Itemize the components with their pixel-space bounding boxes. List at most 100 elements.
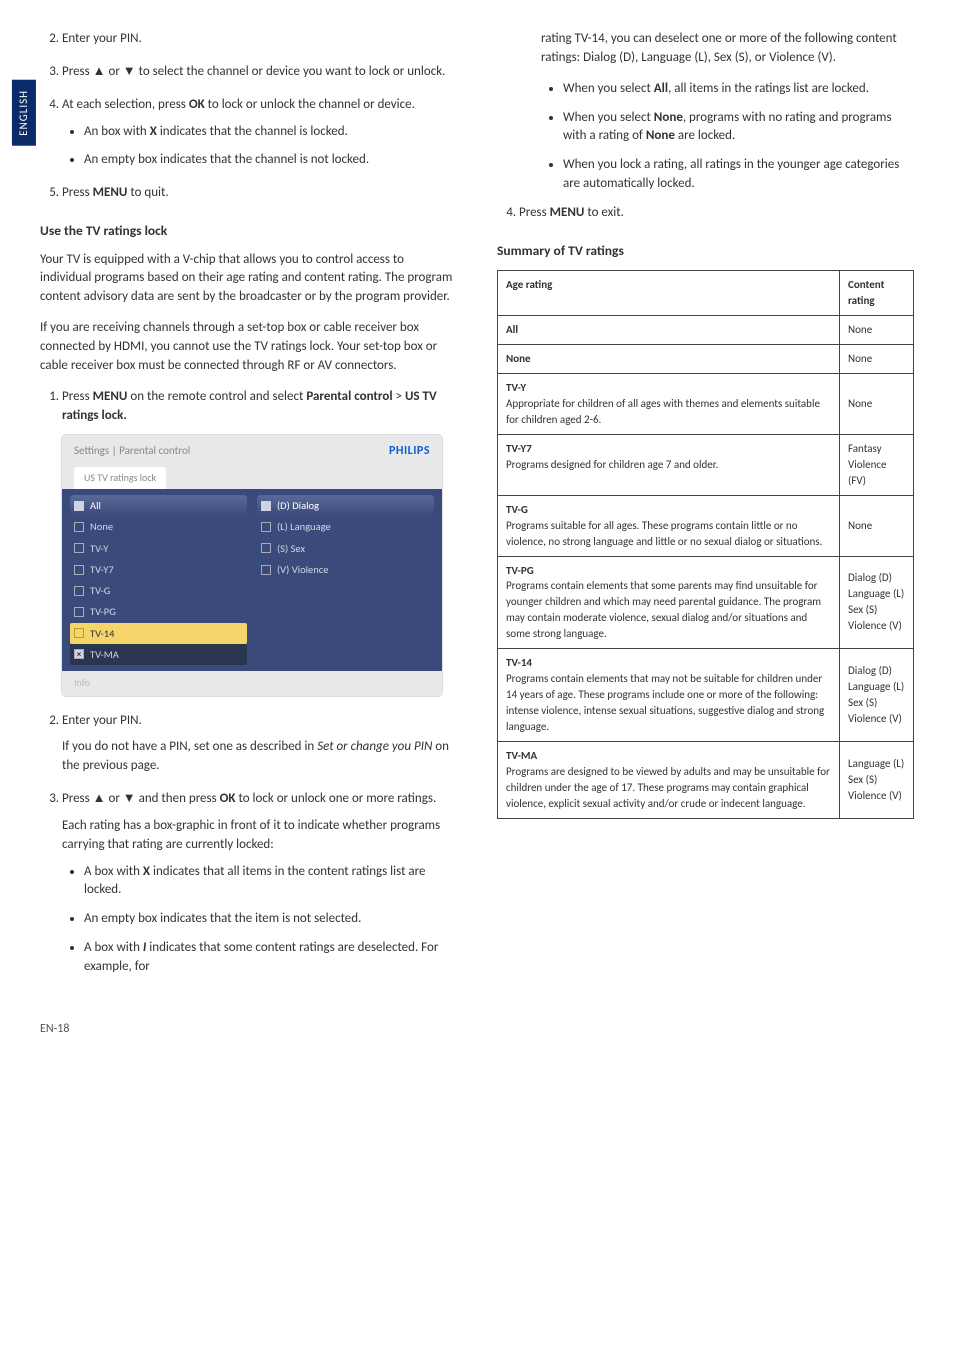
ui-item-dialog[interactable]: (D) Dialog [257,495,434,516]
step5-b: to quit. [127,185,168,200]
ui-item-label: (V) Violence [277,562,328,577]
ui-breadcrumb: Settings | Parental control [74,444,190,457]
ui-item-label: (L) Language [277,519,331,534]
age-cell: All [498,316,840,345]
ui-item-tvg[interactable]: TV-G [70,580,247,601]
pc1d: > [393,389,405,404]
all-label: All [654,81,668,96]
ui-item-label: (S) Sex [277,541,305,556]
pc2b: If you do not have a PIN, set one as des… [62,738,457,776]
ui-item-violence[interactable]: (V) Violence [257,559,434,580]
ui-item-tvma[interactable]: × TV-MA [70,644,247,665]
checkbox-icon [74,586,84,596]
step4-text-b: to lock or unlock the channel or device. [205,97,415,112]
summary-heading: Summary of TV ratings [497,241,914,261]
pc2-text: Enter your PIN. [62,713,142,728]
pc3-bullets: A box with X indicates that all items in… [62,863,457,977]
age-desc: Programs are designed to be viewed by ad… [506,764,831,812]
age-cell: TV-YAppropriate for children of all ages… [498,374,840,435]
table-row: TV-14Programs contain elements that may … [498,649,914,742]
menu-label2: MENU [93,389,128,404]
age-title: All [506,323,518,336]
content-cell: None [840,316,914,345]
step4-bullet1: An box with X indicates that the channel… [84,123,457,142]
ui-item-tv14[interactable]: TV-14 [70,623,247,644]
pc2b-it: Set or change you PIN [317,739,432,754]
th-age: Age rating [498,271,840,316]
pc3b: or [106,791,123,806]
rb1a: When you select [563,81,654,96]
checkbox-icon [74,501,84,511]
pc3-b1: A box with X indicates that all items in… [84,863,457,901]
ui-panel: PHILIPS Settings | Parental control US T… [62,435,442,695]
age-cell: TV-MAPrograms are designed to be viewed … [498,741,840,818]
table-row: TV-YAppropriate for children of all ages… [498,374,914,435]
ui-item-all[interactable]: All [70,495,247,516]
rb1b: , all items in the ratings list are lock… [668,81,869,96]
checkbox-icon [261,543,271,553]
table-row: TV-Y7Programs designed for children age … [498,434,914,495]
pc3-b3: A box with I indicates that some content… [84,939,457,977]
ui-item-label: TV-14 [90,626,114,641]
ui-item-tvy[interactable]: TV-Y [70,538,247,559]
rstep4: Press MENU to exit. [519,204,914,223]
ui-item-tvy7[interactable]: TV-Y7 [70,559,247,580]
r4b: to exit. [584,205,623,220]
ui-item-label: (D) Dialog [277,498,319,513]
age-cell: TV-GPrograms suitable for all ages. Thes… [498,495,840,556]
ui-item-sex[interactable]: (S) Sex [257,538,434,559]
age-title: TV-14 [506,656,532,669]
ui-item-label: TV-Y [90,541,108,556]
pc3-b2: An empty box indicates that the item is … [84,910,457,929]
ui-footer: Info [62,671,442,696]
pc-step2: Enter your PIN. If you do not have a PIN… [62,712,457,777]
ui-item-language[interactable]: (L) Language [257,516,434,537]
age-cell: TV-14Programs contain elements that may … [498,649,840,742]
pc-step1: Press MENU on the remote control and sel… [62,388,457,696]
right-step4: Press MENU to exit. [497,204,914,223]
ui-item-label: All [90,498,101,513]
ok-label2: OK [220,791,236,806]
pc3-para: Each rating has a box-graphic in front o… [62,817,457,855]
ui-item-none[interactable]: None [70,516,247,537]
cont-para: rating TV-14, you can deselect one or mo… [497,30,914,68]
step4-bullet2: An empty box indicates that the channel … [84,151,457,170]
age-title: TV-Y [506,381,526,394]
down-icon: ▼ [123,64,136,79]
ui-item-tvpg[interactable]: TV-PG [70,601,247,622]
table-row: All None [498,316,914,345]
age-desc: Programs contain elements that some pare… [506,578,831,642]
table-row: TV-MAPrograms are designed to be viewed … [498,741,914,818]
age-cell: TV-Y7Programs designed for children age … [498,434,840,495]
checkbox-icon [74,565,84,575]
table-header-row: Age rating Content rating [498,271,914,316]
checkbox-x-icon: × [74,649,84,659]
step5-a: Press [62,185,93,200]
pc1b: on the remote control and select [127,389,306,404]
para-hdmi-note: If you are receiving channels through a … [40,319,457,376]
ratings-table: Age rating Content rating All NoneNoneNon… [497,270,914,818]
step-4: At each selection, press OK to lock or u… [62,96,457,171]
ui-tab[interactable]: US TV ratings lock [74,467,166,490]
table-row: TV-PGPrograms contain elements that some… [498,556,914,649]
pc2ba: If you do not have a PIN, set one as des… [62,739,317,754]
steps-list-top: Enter your PIN. Press ▲ or ▼ to select t… [40,30,457,203]
ui-left-col: All None TV-Y TV-Y7 TV-G TV-PG TV-14 × TV… [70,495,247,665]
step4-text-a: At each selection, press [62,97,189,112]
age-title: TV-PG [506,564,534,577]
page-columns: Enter your PIN. Press ▲ or ▼ to select t… [40,30,914,991]
checkbox-icon [74,628,84,638]
ui-item-label: TV-MA [90,647,119,662]
step3-text-c: to select the channel or device you want… [136,64,446,79]
step4-bullets: An box with X indicates that the channel… [62,123,457,171]
right-column: rating TV-14, you can deselect one or mo… [497,30,914,991]
step-5: Press MENU to quit. [62,184,457,203]
ui-item-label: TV-PG [90,604,116,619]
content-cell: None [840,345,914,374]
rb2a: When you select [563,110,654,125]
content-cell: Fantasy Violence (FV) [840,434,914,495]
ui-body: All None TV-Y TV-Y7 TV-G TV-PG TV-14 × TV… [62,489,442,671]
down-icon: ▼ [123,791,136,806]
step-3: Press ▲ or ▼ to select the channel or de… [62,63,457,82]
age-desc: Programs designed for children age 7 and… [506,457,831,473]
